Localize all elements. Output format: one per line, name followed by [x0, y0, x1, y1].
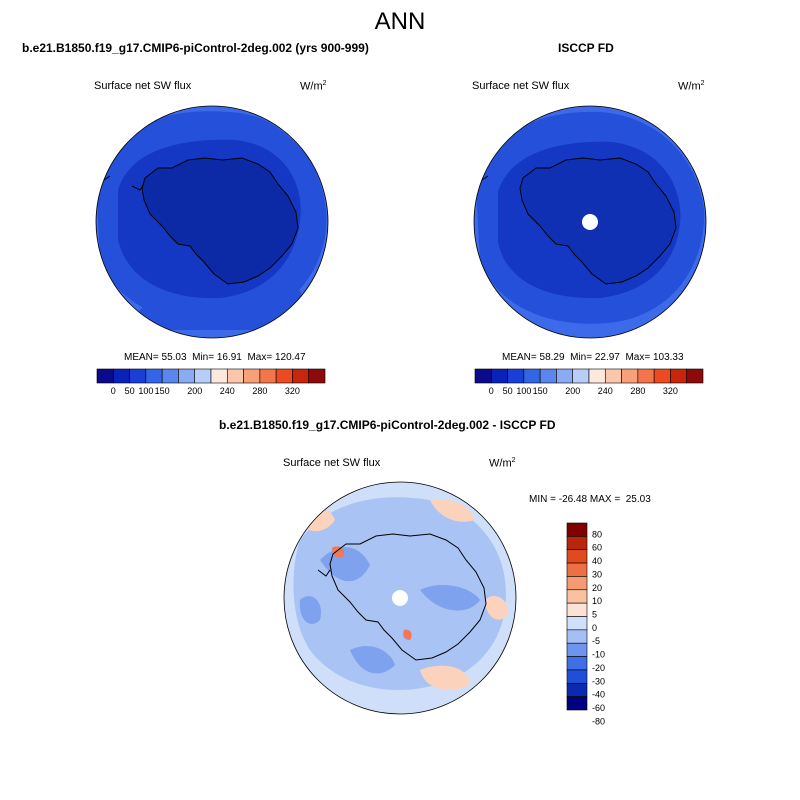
cbar-diff-swatch [566, 656, 588, 671]
cbar-diff-tick-label: 20 [592, 583, 602, 593]
cbar-model-tick-label: 0 [111, 386, 116, 396]
cbar-diff-swatch [566, 696, 588, 711]
cbar-model-swatch [178, 368, 196, 384]
cbar-model-swatch [226, 368, 244, 384]
cbar-diff-tick-label: 10 [592, 596, 602, 606]
cbar-diff-tick-label: -80 [592, 716, 605, 726]
cbar-obs-swatch [686, 368, 704, 384]
cbar-model-swatch [145, 368, 163, 384]
cbar-diff-swatch [566, 602, 588, 617]
panel3-stats: MIN = -26.48 MAX = 25.03 [529, 494, 651, 505]
colorbar-model: 0 50 100 150 200 240 280 320 [96, 368, 326, 396]
cbar-model-swatch [259, 368, 277, 384]
cbar-obs-swatch [572, 368, 590, 384]
cbar-model-tick-label: 280 [252, 386, 267, 396]
cbar-obs-swatch [653, 368, 671, 384]
panel3-units: W/m2 [489, 457, 516, 470]
cbar-model-tick-label: 320 [285, 386, 300, 396]
cbar-diff-tick-label: 5 [592, 610, 597, 620]
cbar-model-swatch [129, 368, 147, 384]
cbar-diff-swatch [566, 522, 588, 537]
panel2-units: W/m2 [678, 80, 705, 93]
cbar-diff-tick-label: -5 [592, 636, 600, 646]
cbar-model-swatch [161, 368, 179, 384]
cbar-diff-tick-label: 30 [592, 569, 602, 579]
colorbar-difference: 80 60 40 30 20 10 5 0 -5 -10 -20 -30 -40 -60 -80 [566, 522, 605, 726]
cbar-obs-tick-label: 50 [503, 386, 513, 396]
cbar-model-swatch [112, 368, 130, 384]
cbar-model-swatch [243, 368, 261, 384]
cbar-model-tick-label: 50 [125, 386, 135, 396]
difference-polar-map [283, 481, 517, 715]
panel1-units: W/m2 [300, 80, 327, 93]
cbar-diff-tick-label: -20 [592, 663, 605, 673]
cbar-obs-swatch [539, 368, 557, 384]
cbar-model-swatch [308, 368, 326, 384]
panel1-variable: Surface net SW flux [94, 80, 192, 92]
model-polar-map [95, 105, 329, 339]
obs-polar-map [473, 105, 707, 339]
cbar-model-swatch [96, 368, 114, 384]
cbar-obs-swatch [604, 368, 622, 384]
panel1-title: b.e21.B1850.f19_g17.CMIP6-piControl-2deg… [22, 41, 369, 55]
cbar-obs-swatch [588, 368, 606, 384]
cbar-model-swatch [292, 368, 310, 384]
cbar-diff-swatch [566, 576, 588, 591]
cbar-obs-tick-label: 0 [489, 386, 494, 396]
cbar-diff-swatch [566, 642, 588, 657]
cbar-obs-swatch [621, 368, 639, 384]
panel1-stats: MEAN= 55.03 Min= 16.91 Max= 120.47 [124, 352, 306, 363]
cbar-diff-tick-label: -60 [592, 703, 605, 713]
cbar-obs-swatch [490, 368, 508, 384]
cbar-model-tick-label: 150 [155, 386, 170, 396]
cbar-model-swatch [275, 368, 293, 384]
cbar-obs-tick-label: 150 [533, 386, 548, 396]
cbar-model-swatch [210, 368, 228, 384]
panel2-title: ISCCP FD [558, 41, 614, 55]
cbar-obs-swatch [507, 368, 525, 384]
cbar-model-swatch [194, 368, 212, 384]
cbar-diff-swatch [566, 616, 588, 631]
figure-title: ANN [374, 8, 426, 35]
cbar-diff-tick-label: 0 [592, 623, 597, 633]
cbar-obs-swatch [670, 368, 688, 384]
cbar-diff-tick-label: -10 [592, 650, 605, 660]
panel3-variable: Surface net SW flux [283, 457, 381, 469]
cbar-diff-swatch [566, 629, 588, 644]
panel2-variable: Surface net SW flux [472, 80, 570, 92]
cbar-diff-swatch [566, 549, 588, 564]
cbar-obs-tick-label: 100 [516, 386, 531, 396]
cbar-obs-tick-label: 320 [663, 386, 678, 396]
cbar-obs-tick-label: 200 [565, 386, 580, 396]
cbar-diff-swatch [566, 669, 588, 684]
cbar-diff-tick-label: -30 [592, 676, 605, 686]
cbar-diff-swatch [566, 682, 588, 697]
cbar-obs-tick-label: 280 [630, 386, 645, 396]
cbar-obs-swatch [556, 368, 574, 384]
cbar-diff-tick-label: 80 [592, 529, 602, 539]
cbar-model-tick-label: 200 [187, 386, 202, 396]
cbar-diff-tick-label: 40 [592, 556, 602, 566]
cbar-obs-tick-label: 240 [598, 386, 613, 396]
panel3-title: b.e21.B1850.f19_g17.CMIP6-piControl-2deg… [219, 418, 556, 432]
cbar-diff-tick-label: -40 [592, 690, 605, 700]
panel2-stats: MEAN= 58.29 Min= 22.97 Max= 103.33 [502, 352, 684, 363]
cbar-diff-swatch [566, 562, 588, 577]
colorbar-obs: 0 50 100 150 200 240 280 320 [474, 368, 704, 396]
cbar-obs-swatch [474, 368, 492, 384]
cbar-diff-tick-label: 60 [592, 543, 602, 553]
cbar-diff-swatch [566, 589, 588, 604]
cbar-obs-swatch [523, 368, 541, 384]
cbar-obs-swatch [637, 368, 655, 384]
cbar-model-tick-label: 240 [220, 386, 235, 396]
cbar-diff-swatch [566, 536, 588, 551]
cbar-model-tick-label: 100 [138, 386, 153, 396]
